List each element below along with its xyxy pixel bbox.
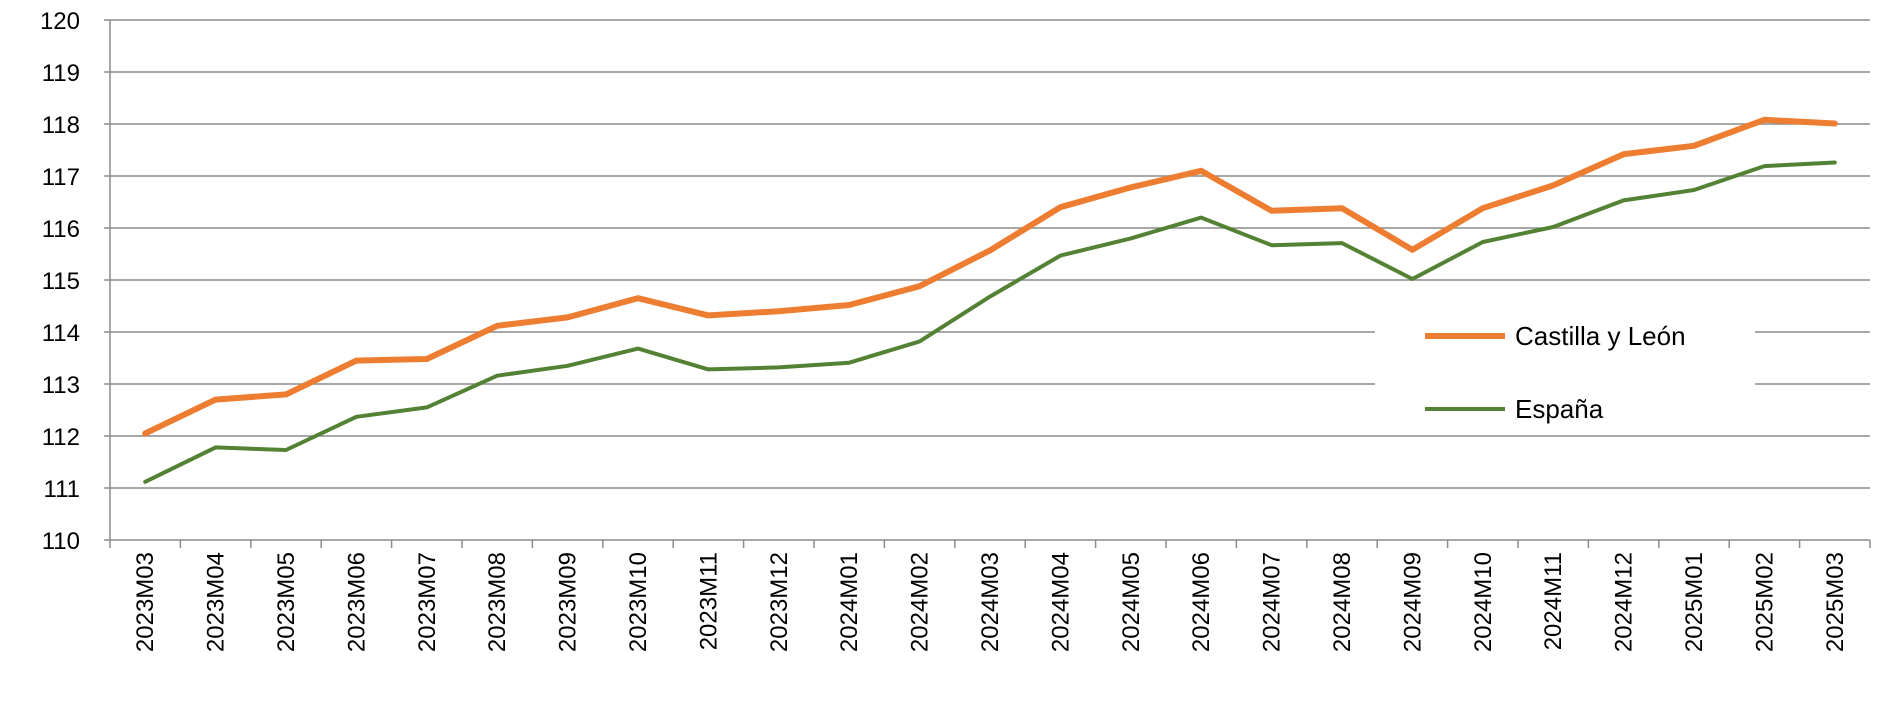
x-tick-label: 2023M11 xyxy=(695,552,722,650)
legend-box xyxy=(1375,300,1755,435)
x-tick-label: 2024M04 xyxy=(1047,552,1074,652)
x-tick-label: 2024M06 xyxy=(1188,552,1215,652)
x-tick-label: 2025M01 xyxy=(1681,552,1708,652)
x-tick-label: 2025M03 xyxy=(1822,552,1849,652)
legend-label-1: España xyxy=(1515,394,1604,424)
grid-lines xyxy=(110,19,1870,489)
y-tick-label: 118 xyxy=(42,112,80,139)
series-lines xyxy=(142,116,1838,484)
x-tick-label: 2023M12 xyxy=(766,552,793,652)
series-line-0 xyxy=(142,116,1838,437)
y-tick-labels: 110 111 112 113 114 115 116 117 118 119 120 xyxy=(40,8,80,555)
x-tick-label: 2024M08 xyxy=(1329,552,1356,652)
x-tick-label: 2023M10 xyxy=(625,552,652,652)
y-tick-label: 116 xyxy=(42,216,80,243)
x-tick-label: 2023M04 xyxy=(203,552,230,652)
x-tick-label: 2025M02 xyxy=(1751,552,1778,652)
x-tick-label: 2024M07 xyxy=(1259,552,1286,652)
y-tick-label: 115 xyxy=(42,268,80,295)
x-tick-label: 2024M05 xyxy=(1118,552,1145,652)
y-tick-label: 113 xyxy=(42,372,80,399)
y-tick-label: 112 xyxy=(42,424,80,451)
x-tick-label: 2023M05 xyxy=(273,552,300,652)
x-tick-label: 2023M06 xyxy=(343,552,370,652)
x-tick-label: 2023M07 xyxy=(414,552,441,652)
legend-label-0: Castilla y León xyxy=(1515,321,1686,351)
x-tick-label: 2023M09 xyxy=(555,552,582,652)
y-tick-label: 110 xyxy=(42,528,80,555)
y-tick-label: 111 xyxy=(44,476,80,503)
x-tick-label: 2024M11 xyxy=(1540,552,1567,650)
y-tick-label: 119 xyxy=(42,60,80,87)
x-tick-label: 2023M03 xyxy=(132,552,159,652)
legend: Castilla y León España xyxy=(1375,300,1755,435)
x-tick-label: 2024M09 xyxy=(1399,552,1426,652)
x-tick-label: 2024M03 xyxy=(977,552,1004,652)
x-tick-label: 2024M10 xyxy=(1470,552,1497,652)
y-tick-label: 117 xyxy=(42,164,80,191)
axes xyxy=(104,19,1871,548)
y-tick-label: 114 xyxy=(42,320,80,347)
y-tick-label: 120 xyxy=(40,8,80,35)
series-line-1 xyxy=(143,160,1837,484)
x-tick-label: 2024M12 xyxy=(1611,552,1638,652)
x-tick-label: 2023M08 xyxy=(484,552,511,652)
x-tick-label: 2024M01 xyxy=(836,552,863,652)
x-tick-label: 2024M02 xyxy=(907,552,934,652)
x-tick-labels: 2023M03 2023M04 2023M05 2023M06 2023M07 2023M… xyxy=(132,552,1849,652)
